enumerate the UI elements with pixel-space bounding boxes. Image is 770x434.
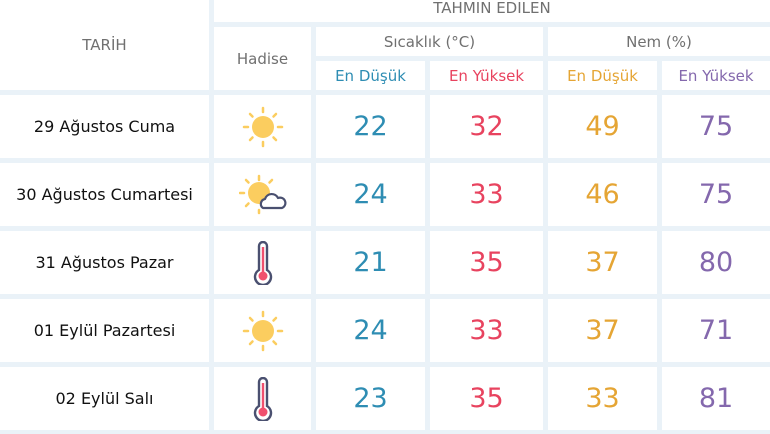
row-hum-min: 33 xyxy=(548,367,657,430)
row-hum-max: 71 xyxy=(662,299,770,362)
row-hum-max: 81 xyxy=(662,367,770,430)
thermometer-icon xyxy=(214,367,311,430)
row-hum-min: 49 xyxy=(548,95,657,158)
partly-cloudy-icon xyxy=(214,163,311,226)
row-temp-min: 23 xyxy=(316,367,425,430)
row-temp-max: 33 xyxy=(430,299,543,362)
header-sicaklik: Sıcaklık (°C) xyxy=(316,27,543,56)
sun-icon xyxy=(214,95,311,158)
row-hum-min: 37 xyxy=(548,299,657,362)
row-temp-max: 32 xyxy=(430,95,543,158)
row-temp-min: 22 xyxy=(316,95,425,158)
row-hum-max: 75 xyxy=(662,95,770,158)
header-temp-max: En Yüksek xyxy=(430,61,543,90)
header-tahmin-edilen: TAHMIN EDILEN xyxy=(214,0,770,22)
header-temp-min: En Düşük xyxy=(316,61,425,90)
row-hum-max: 80 xyxy=(662,231,770,294)
thermometer-icon xyxy=(214,231,311,294)
sun-icon xyxy=(214,299,311,362)
row-date: 31 Ağustos Pazar xyxy=(0,231,209,294)
row-date: 30 Ağustos Cumartesi xyxy=(0,163,209,226)
row-hum-min: 46 xyxy=(548,163,657,226)
header-hum-max: En Yüksek xyxy=(662,61,770,90)
row-temp-max: 35 xyxy=(430,367,543,430)
header-hadise: Hadise xyxy=(214,27,311,90)
row-hum-max: 75 xyxy=(662,163,770,226)
row-date: 01 Eylül Pazartesi xyxy=(0,299,209,362)
row-date: 29 Ağustos Cuma xyxy=(0,95,209,158)
row-date: 02 Eylül Salı xyxy=(0,367,209,430)
row-temp-max: 35 xyxy=(430,231,543,294)
header-nem: Nem (%) xyxy=(548,27,770,56)
row-temp-min: 21 xyxy=(316,231,425,294)
row-temp-min: 24 xyxy=(316,299,425,362)
header-hum-min: En Düşük xyxy=(548,61,657,90)
row-temp-max: 33 xyxy=(430,163,543,226)
header-tarih: TARİH xyxy=(0,0,209,90)
row-hum-min: 37 xyxy=(548,231,657,294)
row-temp-min: 24 xyxy=(316,163,425,226)
